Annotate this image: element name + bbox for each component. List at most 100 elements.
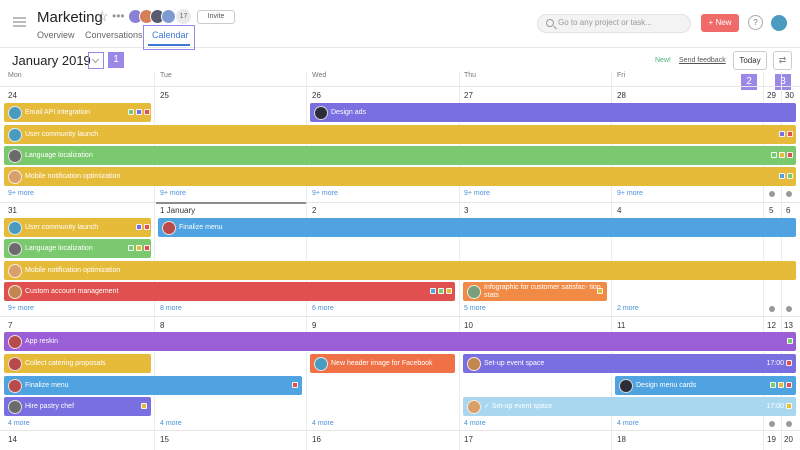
event-bar[interactable]: User community launch	[4, 218, 151, 237]
day-number[interactable]: 14	[8, 435, 17, 444]
assignee-avatar	[8, 105, 22, 120]
assignee-avatar	[8, 284, 22, 299]
more-events-link[interactable]: 6 more	[312, 305, 334, 312]
member-avatar[interactable]	[161, 9, 176, 24]
more-events-link[interactable]: 9+ more	[8, 305, 34, 312]
more-events-link[interactable]: 9+ more	[8, 190, 34, 197]
month-dropdown-chevron-icon[interactable]	[88, 52, 104, 69]
day-number[interactable]: 6	[786, 206, 791, 215]
search-input[interactable]: Go to any project or task...	[537, 14, 691, 33]
more-events-link[interactable]: 4 more	[312, 420, 334, 427]
event-bar[interactable]: Collect catering proposals	[4, 354, 151, 373]
event-bar[interactable]: Finalize menu	[4, 376, 302, 395]
event-bar[interactable]: Language localization	[4, 146, 796, 165]
more-dot[interactable]	[786, 421, 792, 427]
event-bar[interactable]: Set-up event space 17:00	[463, 354, 796, 373]
today-button[interactable]: Today	[733, 51, 767, 70]
more-events-link[interactable]: 4 more	[464, 420, 486, 427]
more-events-link[interactable]: 4 more	[8, 420, 30, 427]
more-options-icon[interactable]: •••	[112, 9, 125, 23]
more-events-link[interactable]: 9+ more	[160, 190, 186, 197]
event-title: User community launch	[25, 224, 99, 231]
more-events-link[interactable]: 8 more	[160, 305, 182, 312]
member-count-badge[interactable]: 17	[176, 9, 191, 24]
day-number[interactable]: 15	[160, 435, 169, 444]
more-events-link[interactable]: 9+ more	[464, 190, 490, 197]
hamburger-menu-icon[interactable]	[13, 17, 26, 27]
new-button[interactable]: + New	[701, 14, 739, 32]
tag-icon	[787, 152, 793, 158]
tab-overview[interactable]: Overview	[37, 30, 75, 40]
day-number[interactable]: 12	[767, 321, 776, 330]
day-number[interactable]: 3	[464, 206, 469, 215]
more-events-link[interactable]: 2 more	[617, 305, 639, 312]
invite-button[interactable]: Invite	[197, 10, 235, 24]
event-bar[interactable]: Language localization	[4, 239, 151, 258]
event-bar[interactable]: App reskin	[4, 332, 796, 351]
more-events-link[interactable]: 5 more	[464, 305, 486, 312]
day-number[interactable]: 8	[160, 321, 165, 330]
day-number[interactable]: 2	[312, 206, 317, 215]
more-events-link[interactable]: 4 more	[617, 420, 639, 427]
tag-icon	[144, 109, 150, 115]
day-number[interactable]: 10	[464, 321, 473, 330]
day-number[interactable]: 7	[8, 321, 13, 330]
day-number[interactable]: 18	[617, 435, 626, 444]
event-bar[interactable]: User community launch	[4, 125, 796, 144]
day-number[interactable]: 26	[312, 91, 321, 100]
star-icon[interactable]: ☆	[96, 8, 109, 24]
day-number[interactable]: 27	[464, 91, 473, 100]
event-bar[interactable]: Finalize menu	[158, 218, 796, 237]
callout-badge-2: 2	[741, 74, 757, 90]
user-avatar[interactable]	[771, 15, 787, 31]
day-number[interactable]: 16	[312, 435, 321, 444]
day-number[interactable]: 9	[312, 321, 317, 330]
more-events-link[interactable]: 9+ more	[312, 190, 338, 197]
day-number[interactable]: 20	[784, 435, 793, 444]
tab-calendar[interactable]: Calendar	[152, 30, 189, 40]
event-bar[interactable]: Infographic for customer satisfac- tion …	[463, 282, 607, 301]
tag-icon	[136, 224, 142, 230]
day-number[interactable]: 17	[464, 435, 473, 444]
event-time: 17:00	[766, 403, 784, 410]
day-number[interactable]: 28	[617, 91, 626, 100]
day-number[interactable]: 11	[617, 321, 626, 330]
more-events-link[interactable]: 4 more	[160, 420, 182, 427]
day-number[interactable]: 30	[785, 91, 794, 100]
day-number[interactable]: 5	[769, 206, 774, 215]
more-events-link[interactable]: 9+ more	[617, 190, 643, 197]
event-bar[interactable]: Hire pastry chef	[4, 397, 151, 416]
tag-icon	[597, 288, 603, 294]
day-number[interactable]: 1 January	[160, 206, 196, 215]
help-icon[interactable]: ?	[748, 15, 763, 30]
day-number[interactable]: 29	[767, 91, 776, 100]
day-number[interactable]: 19	[767, 435, 776, 444]
more-dot[interactable]	[769, 421, 775, 427]
day-number[interactable]: 4	[617, 206, 622, 215]
tag-icon	[141, 403, 147, 409]
event-bar[interactable]: Mobile notification optimization	[4, 261, 796, 280]
event-bar[interactable]: Mobile notification optimization	[4, 167, 796, 186]
project-title: Marketing	[37, 9, 103, 26]
event-bar[interactable]: Design ads	[310, 103, 796, 122]
more-dot[interactable]	[769, 306, 775, 312]
swap-view-icon[interactable]: ⇄	[773, 51, 792, 70]
tag-icon	[786, 403, 792, 409]
day-number[interactable]: 13	[784, 321, 793, 330]
tab-conversations[interactable]: Conversations	[85, 30, 143, 40]
event-bar[interactable]: ✓ Set-up event space 17:00	[463, 397, 796, 416]
event-bar[interactable]: Email API integration	[4, 103, 151, 122]
more-dot[interactable]	[769, 191, 775, 197]
event-bar[interactable]: Custom account management	[4, 282, 455, 301]
more-dot[interactable]	[786, 306, 792, 312]
day-number[interactable]: 25	[160, 91, 169, 100]
tag-icon	[144, 224, 150, 230]
more-dot[interactable]	[786, 191, 792, 197]
callout-badge-1: 1	[108, 52, 124, 68]
send-feedback-link[interactable]: Send feedback	[679, 57, 726, 64]
day-number[interactable]: 24	[8, 91, 17, 100]
day-number[interactable]: 31	[8, 206, 17, 215]
event-bar[interactable]: New header image for Facebook	[310, 354, 455, 373]
event-title: Infographic for customer satisfac- tion …	[484, 284, 601, 299]
event-bar[interactable]: Design menu cards	[615, 376, 796, 395]
